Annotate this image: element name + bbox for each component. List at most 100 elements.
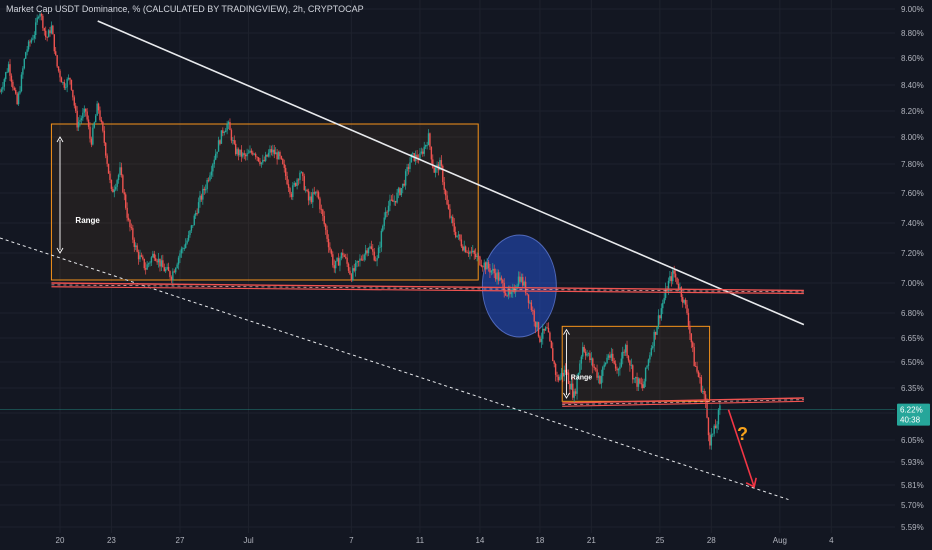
candle-body bbox=[170, 276, 173, 281]
candle-body bbox=[392, 199, 394, 202]
candle-body bbox=[473, 250, 475, 254]
candle-body bbox=[132, 228, 134, 240]
candle-body bbox=[284, 167, 287, 177]
candle-body bbox=[313, 192, 315, 194]
candle-body bbox=[422, 151, 424, 154]
candle-body bbox=[343, 255, 345, 257]
candle-body bbox=[5, 72, 7, 80]
candle-body bbox=[299, 172, 301, 180]
y-tick-label: 8.00% bbox=[901, 133, 924, 142]
x-tick-label: Aug bbox=[773, 536, 787, 545]
candle-body bbox=[643, 381, 645, 389]
x-tick-label: 4 bbox=[829, 536, 834, 545]
candle-body bbox=[410, 153, 413, 163]
candle-body bbox=[567, 372, 570, 385]
candle-body bbox=[15, 89, 17, 94]
candle-body bbox=[164, 269, 167, 272]
candle-body bbox=[569, 384, 571, 390]
candle-body bbox=[384, 211, 387, 218]
candle-body bbox=[434, 167, 437, 173]
candle-body bbox=[476, 255, 478, 258]
y-tick-label: 5.70% bbox=[901, 501, 924, 510]
candle-body bbox=[89, 126, 91, 139]
candle-body bbox=[539, 336, 541, 342]
candle-body bbox=[544, 327, 547, 331]
candle-body bbox=[633, 378, 635, 380]
candle-body bbox=[26, 49, 28, 53]
y-tick-label: 7.00% bbox=[901, 279, 924, 288]
candle-body bbox=[477, 255, 480, 257]
candle-body bbox=[659, 315, 661, 319]
candle-body bbox=[50, 25, 53, 34]
candle-body bbox=[639, 378, 641, 384]
candle-body bbox=[86, 111, 88, 120]
candle-body bbox=[142, 256, 144, 259]
candle-body bbox=[509, 289, 511, 295]
candle-body bbox=[543, 328, 545, 331]
candle-body bbox=[594, 367, 597, 370]
candle-body bbox=[502, 279, 504, 283]
candle-body bbox=[500, 277, 503, 280]
candle-body bbox=[534, 321, 537, 328]
candle-body bbox=[579, 363, 581, 373]
candle-body bbox=[326, 229, 328, 239]
candle-body bbox=[150, 257, 153, 263]
candle-body bbox=[522, 277, 524, 286]
range-label: Range bbox=[571, 374, 593, 381]
candle-body bbox=[316, 191, 318, 193]
candle-body bbox=[220, 130, 223, 144]
candle-body bbox=[552, 348, 554, 362]
candle-body bbox=[33, 35, 35, 39]
y-tick-label: 5.81% bbox=[901, 481, 924, 490]
candle-body bbox=[572, 383, 574, 398]
candle-body bbox=[574, 391, 577, 394]
y-tick-label: 5.93% bbox=[901, 458, 924, 467]
candle-body bbox=[396, 192, 398, 203]
candle-body bbox=[186, 240, 188, 244]
candle-body bbox=[222, 130, 224, 133]
candle-body bbox=[694, 366, 697, 367]
candle-body bbox=[707, 417, 710, 436]
candle-body bbox=[609, 355, 611, 358]
candle-body bbox=[416, 154, 418, 159]
candle-body bbox=[180, 248, 183, 254]
candle-body bbox=[529, 302, 531, 304]
candle-body bbox=[649, 355, 651, 360]
candle-body bbox=[454, 231, 457, 237]
candle-body bbox=[472, 250, 474, 253]
candle-body bbox=[449, 208, 451, 218]
candle-body bbox=[96, 103, 98, 116]
drawings-front bbox=[0, 20, 895, 501]
candle-body bbox=[272, 149, 274, 153]
candle-body bbox=[72, 89, 74, 98]
candle-body bbox=[264, 154, 267, 161]
candle-body bbox=[99, 110, 101, 120]
candle-body bbox=[129, 219, 131, 228]
candle-body bbox=[710, 434, 713, 446]
grid bbox=[0, 0, 895, 533]
candle-body bbox=[120, 167, 123, 176]
candle-body bbox=[337, 258, 340, 266]
candle-body bbox=[304, 189, 307, 191]
candle-body bbox=[277, 152, 280, 160]
candle-body bbox=[145, 268, 147, 270]
candle-body bbox=[573, 391, 575, 398]
candle-body bbox=[310, 196, 313, 203]
candle-body bbox=[507, 289, 510, 296]
candle-body bbox=[556, 374, 558, 377]
y-tick-label: 7.60% bbox=[901, 189, 924, 198]
candle-body bbox=[204, 189, 207, 191]
candle-body bbox=[29, 41, 31, 43]
candle-body bbox=[16, 93, 18, 105]
candle-body bbox=[480, 264, 483, 267]
candle-body bbox=[59, 70, 61, 78]
candle-body bbox=[243, 153, 245, 155]
candle-body bbox=[660, 308, 663, 319]
candle-body bbox=[266, 154, 268, 157]
candle-body bbox=[663, 297, 665, 304]
candle-body bbox=[557, 376, 560, 381]
candle-body bbox=[110, 179, 113, 189]
candle-body bbox=[623, 351, 625, 353]
candle-body bbox=[73, 97, 75, 106]
